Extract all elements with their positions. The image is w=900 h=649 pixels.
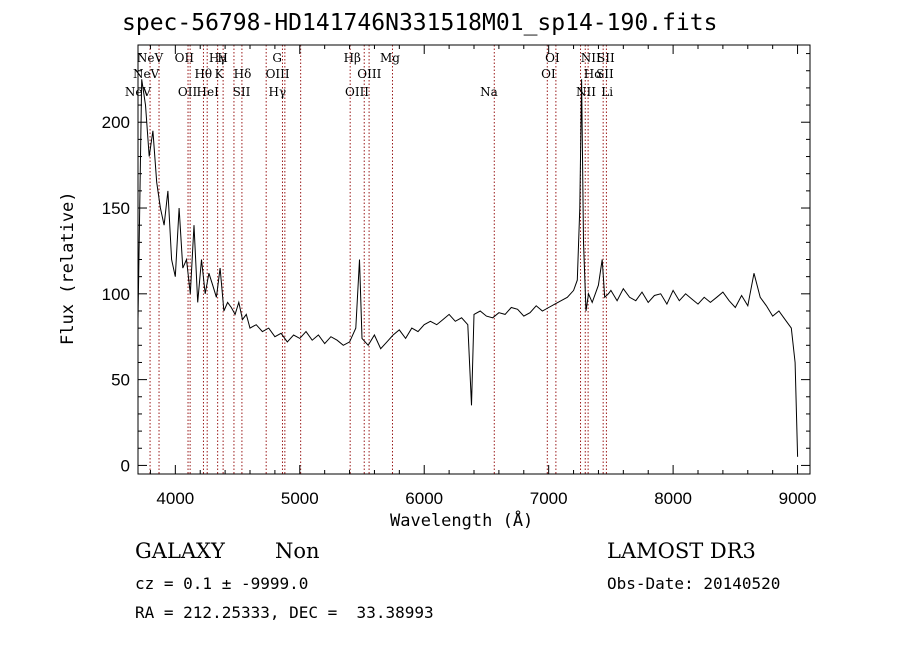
line-label-r1-6: OI [541,67,556,81]
line-label-r2-6: Na [480,85,498,99]
x-tick-label: 4000 [156,489,194,508]
line-label-r2-0: NeV [125,85,152,99]
line-label-r2-3: SII [233,85,251,99]
line-label-r0-1: OII [175,51,195,65]
emission-line-markers [149,45,607,474]
x-axis-label: Wavelength (Å) [390,511,534,531]
line-label-r0-7: OI [545,51,560,65]
object-class: GALAXY [135,539,225,563]
line-label-r0-3: H [217,51,227,65]
line-label-r1-4: OIII [266,67,290,81]
line-label-r2-1: OII [178,85,198,99]
x-tick-label: 8000 [654,489,692,508]
y-axis-ticks: 0 50 100 150 200 [102,53,810,475]
line-label-r2-5: OIII [345,85,369,99]
y-tick-label: 50 [111,371,130,390]
line-label-r0-0: NeV [137,51,164,65]
line-label-r1-2: K [215,67,225,81]
line-label-r0-8: NII [581,51,601,65]
line-label-r0-9: SII [597,51,615,65]
survey-name: LAMOST DR3 [607,539,756,563]
radec-text: RA = 212.25333, DEC = 33.38993 [135,603,434,622]
line-label-r1-5: OIII [357,67,381,81]
line-label-r1-3: Hδ [234,67,252,81]
line-label-r1-1: Hθ [194,67,212,81]
line-label-r0-2: Hγ [209,51,227,65]
line-label-r0-5: Hβ [344,51,361,65]
y-tick-label: 150 [102,199,130,218]
y-tick-label: 100 [102,285,130,304]
line-label-r1-7: Hα [584,67,603,81]
line-label-r2-8: Li [601,85,613,99]
line-label-r2-2: HeI [197,85,220,99]
x-tick-label: 5000 [281,489,319,508]
line-label-r0-6: Mg [380,51,400,65]
line-label-r2-7: NII [576,85,596,99]
y-axis-label: Flux (relative) [58,191,78,345]
y-tick-label: 200 [102,113,130,132]
plot-frame [137,44,811,475]
x-tick-label: 7000 [530,489,568,508]
spectrum-series-line [137,79,799,457]
line-label-r1-8: SII [596,67,614,81]
redshift-text: cz = 0.1 ± -9999.0 [135,574,309,593]
object-subclass: Non [275,539,320,563]
line-label-r1-0: NeV [133,67,160,81]
obs-date: Obs-Date: 20140520 [607,574,781,593]
line-label-r0-4: G [272,51,282,65]
chart-title: spec-56798-HD141746N331518M01_sp14-190.f… [122,10,718,36]
x-tick-label: 9000 [779,489,817,508]
line-label-r2-4: Hγ [269,85,287,99]
x-tick-label: 6000 [405,489,443,508]
x-axis-ticks: 4000 5000 6000 7000 8000 9000 [149,45,817,508]
y-tick-label: 0 [121,456,130,475]
